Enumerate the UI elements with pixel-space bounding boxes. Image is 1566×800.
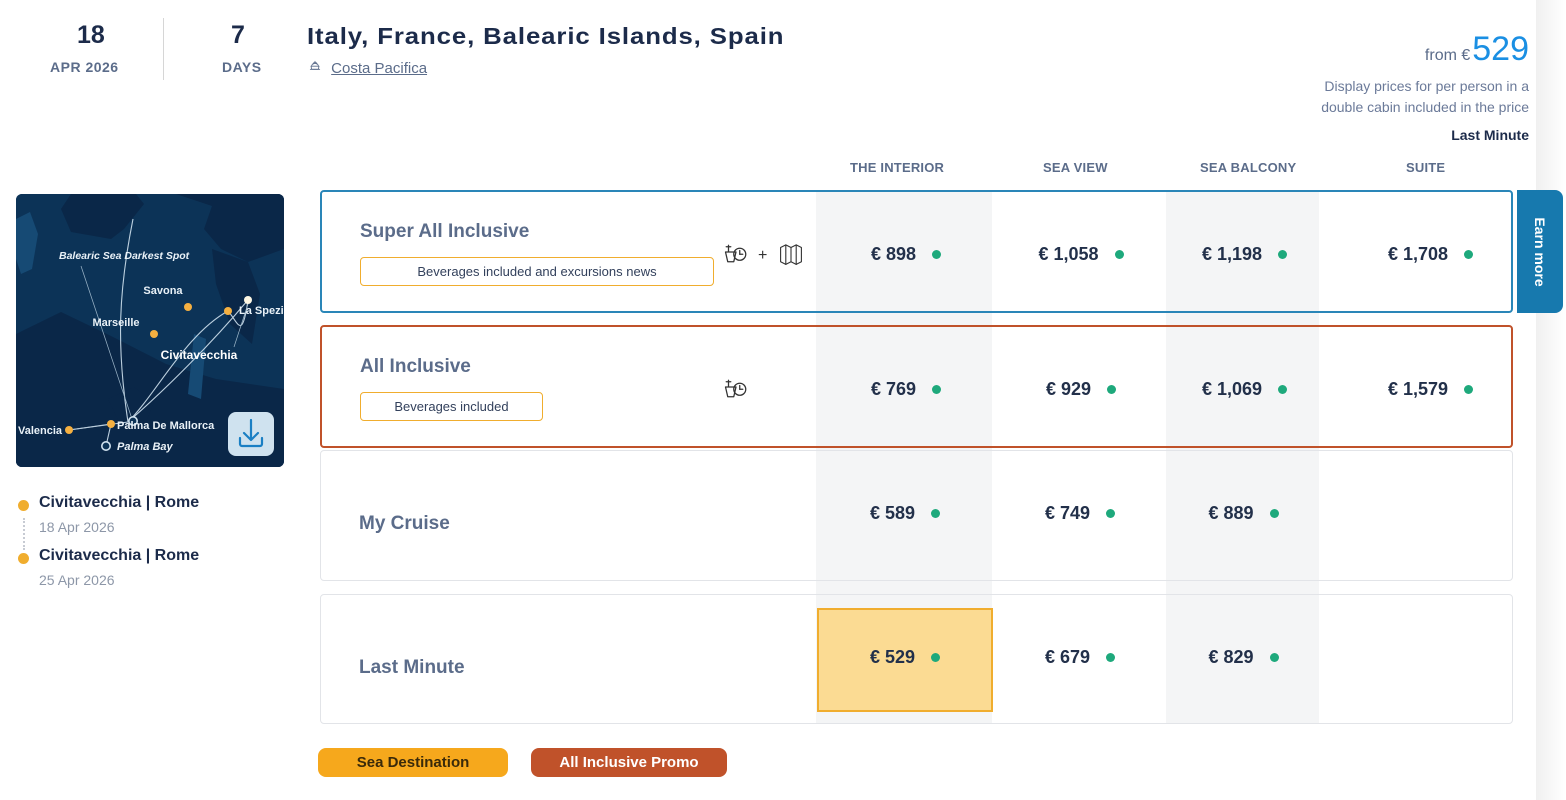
- svg-text:Balearic Sea Darkest Spot: Balearic Sea Darkest Spot: [59, 250, 190, 262]
- svg-text:Palma Bay: Palma Bay: [117, 441, 174, 453]
- svg-text:Valencia: Valencia: [18, 425, 63, 437]
- svg-text:Savona: Savona: [143, 285, 183, 297]
- svg-text:Marseille: Marseille: [92, 317, 139, 329]
- svg-text:Palma De Mallorca: Palma De Mallorca: [117, 420, 215, 432]
- svg-text:Civitavecchia: Civitavecchia: [161, 348, 238, 362]
